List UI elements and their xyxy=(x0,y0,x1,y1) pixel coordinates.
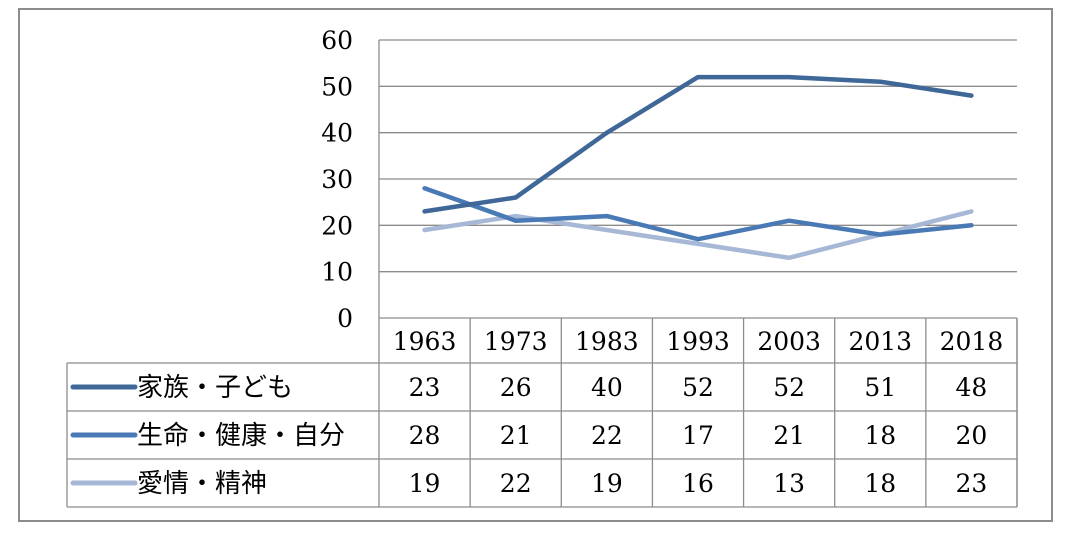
data-table-value: 21 xyxy=(773,421,805,450)
data-table-value: 21 xyxy=(500,421,532,450)
data-table-value: 28 xyxy=(409,421,441,450)
data-table-value: 52 xyxy=(773,373,805,402)
y-tick-label: 30 xyxy=(321,165,353,194)
y-tick-label: 50 xyxy=(321,72,353,101)
x-tick-label: 1963 xyxy=(393,327,457,356)
data-table-value: 48 xyxy=(956,373,988,402)
x-tick-label: 1983 xyxy=(575,327,639,356)
data-table-value: 23 xyxy=(956,469,988,498)
series-line xyxy=(422,74,974,214)
data-table-value: 18 xyxy=(864,469,896,498)
data-table-value: 22 xyxy=(591,421,623,450)
x-tick-label: 2013 xyxy=(848,327,912,356)
y-tick-label: 60 xyxy=(321,26,353,55)
legend-series-name: 愛情・精神 xyxy=(137,469,267,499)
y-axis-tick-labels: 0 10 20 30 40 50 60 xyxy=(321,26,353,333)
data-table-value: 19 xyxy=(591,469,623,498)
series-line xyxy=(422,186,974,242)
y-tick-label: 0 xyxy=(337,304,353,333)
data-table-value: 18 xyxy=(864,421,896,450)
x-tick-label: 1973 xyxy=(484,327,548,356)
data-table-value: 19 xyxy=(409,469,441,498)
series-lines xyxy=(422,74,974,261)
chart-border xyxy=(18,8,1053,522)
y-tick-label: 10 xyxy=(321,258,353,287)
data-table-value: 26 xyxy=(500,373,532,402)
data-table-value: 13 xyxy=(773,469,805,498)
data-table-value: 22 xyxy=(500,469,532,498)
y-tick-label: 20 xyxy=(321,211,353,240)
data-table-value: 52 xyxy=(682,373,714,402)
data-table-value: 23 xyxy=(409,373,441,402)
x-tick-label: 2003 xyxy=(757,327,821,356)
data-table-value: 51 xyxy=(864,373,896,402)
data-table-value: 16 xyxy=(682,469,714,498)
data-table-value: 40 xyxy=(591,373,623,402)
legend-series-name: 生命・健康・自分 xyxy=(137,421,345,451)
x-tick-label: 2018 xyxy=(940,327,1004,356)
legend-series-name: 家族・子ども xyxy=(137,373,293,403)
data-table-value: 17 xyxy=(682,421,714,450)
y-tick-label: 40 xyxy=(321,119,353,148)
data-table-value: 20 xyxy=(956,421,988,450)
x-tick-label: 1993 xyxy=(666,327,730,356)
